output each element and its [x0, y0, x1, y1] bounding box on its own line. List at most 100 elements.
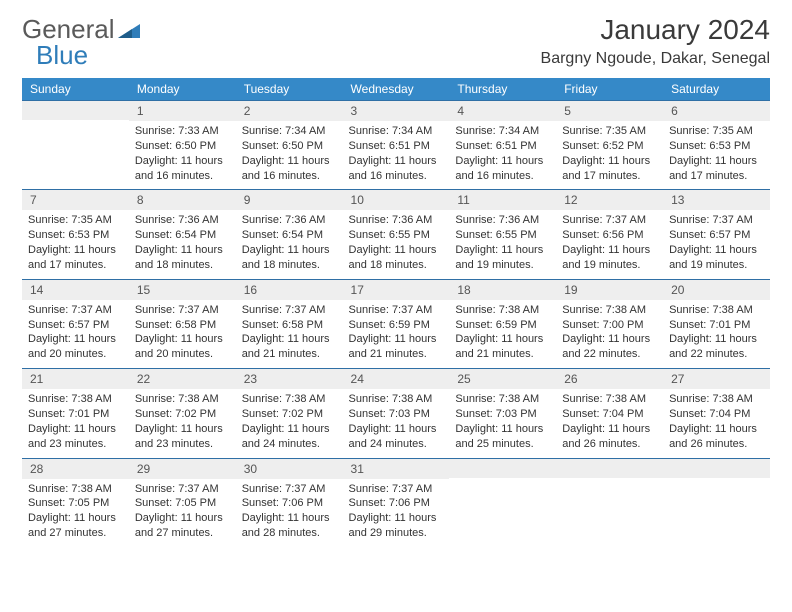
day-number: 11: [449, 190, 556, 210]
daylight-text: Daylight: 11 hours and 18 minutes.: [135, 243, 230, 273]
calendar-day-cell: 12Sunrise: 7:37 AMSunset: 6:56 PMDayligh…: [556, 190, 663, 279]
calendar-day-cell: 14Sunrise: 7:37 AMSunset: 6:57 PMDayligh…: [22, 279, 129, 368]
calendar-day-cell: 18Sunrise: 7:38 AMSunset: 6:59 PMDayligh…: [449, 279, 556, 368]
daylight-text: Daylight: 11 hours and 25 minutes.: [455, 422, 550, 452]
calendar-day-cell: 25Sunrise: 7:38 AMSunset: 7:03 PMDayligh…: [449, 369, 556, 458]
day-number: [449, 459, 556, 478]
sunset-text: Sunset: 7:06 PM: [349, 496, 444, 511]
calendar-day-cell: 19Sunrise: 7:38 AMSunset: 7:00 PMDayligh…: [556, 279, 663, 368]
calendar-day-cell: 17Sunrise: 7:37 AMSunset: 6:59 PMDayligh…: [343, 279, 450, 368]
logo-text-2: Blue: [36, 40, 88, 71]
day-body: Sunrise: 7:38 AMSunset: 7:02 PMDaylight:…: [129, 389, 236, 457]
calendar-day-cell: [449, 458, 556, 547]
header: General January 2024 Bargny Ngoude, Daka…: [22, 14, 770, 68]
sunrise-text: Sunrise: 7:38 AM: [28, 392, 123, 407]
day-body: Sunrise: 7:37 AMSunset: 6:58 PMDaylight:…: [129, 300, 236, 368]
daylight-text: Daylight: 11 hours and 27 minutes.: [135, 511, 230, 541]
sunset-text: Sunset: 7:02 PM: [242, 407, 337, 422]
sunrise-text: Sunrise: 7:35 AM: [669, 124, 764, 139]
day-number: 3: [343, 101, 450, 121]
sunset-text: Sunset: 6:55 PM: [349, 228, 444, 243]
weekday-header: Thursday: [449, 78, 556, 101]
sunrise-text: Sunrise: 7:37 AM: [349, 303, 444, 318]
sunrise-text: Sunrise: 7:34 AM: [349, 124, 444, 139]
sunset-text: Sunset: 6:51 PM: [455, 139, 550, 154]
day-number: 6: [663, 101, 770, 121]
daylight-text: Daylight: 11 hours and 24 minutes.: [242, 422, 337, 452]
sunrise-text: Sunrise: 7:34 AM: [455, 124, 550, 139]
calendar-day-cell: 9Sunrise: 7:36 AMSunset: 6:54 PMDaylight…: [236, 190, 343, 279]
day-body: Sunrise: 7:38 AMSunset: 7:04 PMDaylight:…: [556, 389, 663, 457]
sunset-text: Sunset: 7:03 PM: [349, 407, 444, 422]
day-number: 2: [236, 101, 343, 121]
sunset-text: Sunset: 7:05 PM: [135, 496, 230, 511]
sunrise-text: Sunrise: 7:36 AM: [455, 213, 550, 228]
weekday-header-row: Sunday Monday Tuesday Wednesday Thursday…: [22, 78, 770, 101]
calendar-table: Sunday Monday Tuesday Wednesday Thursday…: [22, 78, 770, 547]
day-number: 10: [343, 190, 450, 210]
day-number: 7: [22, 190, 129, 210]
sunset-text: Sunset: 6:52 PM: [562, 139, 657, 154]
day-body: Sunrise: 7:38 AMSunset: 7:01 PMDaylight:…: [663, 300, 770, 368]
daylight-text: Daylight: 11 hours and 29 minutes.: [349, 511, 444, 541]
daylight-text: Daylight: 11 hours and 16 minutes.: [135, 154, 230, 184]
daylight-text: Daylight: 11 hours and 28 minutes.: [242, 511, 337, 541]
day-body: Sunrise: 7:35 AMSunset: 6:53 PMDaylight:…: [22, 210, 129, 278]
daylight-text: Daylight: 11 hours and 19 minutes.: [455, 243, 550, 273]
sunrise-text: Sunrise: 7:38 AM: [242, 392, 337, 407]
sunset-text: Sunset: 6:57 PM: [28, 318, 123, 333]
sunrise-text: Sunrise: 7:37 AM: [562, 213, 657, 228]
day-body: Sunrise: 7:38 AMSunset: 7:04 PMDaylight:…: [663, 389, 770, 457]
daylight-text: Daylight: 11 hours and 24 minutes.: [349, 422, 444, 452]
sunset-text: Sunset: 6:59 PM: [455, 318, 550, 333]
calendar-day-cell: 7Sunrise: 7:35 AMSunset: 6:53 PMDaylight…: [22, 190, 129, 279]
sunrise-text: Sunrise: 7:38 AM: [455, 392, 550, 407]
daylight-text: Daylight: 11 hours and 16 minutes.: [349, 154, 444, 184]
day-body: [22, 120, 129, 182]
day-number: 14: [22, 280, 129, 300]
daylight-text: Daylight: 11 hours and 16 minutes.: [455, 154, 550, 184]
title-block: January 2024 Bargny Ngoude, Dakar, Seneg…: [541, 14, 770, 68]
day-number: 4: [449, 101, 556, 121]
calendar-week-row: 21Sunrise: 7:38 AMSunset: 7:01 PMDayligh…: [22, 369, 770, 458]
daylight-text: Daylight: 11 hours and 18 minutes.: [242, 243, 337, 273]
sunrise-text: Sunrise: 7:36 AM: [349, 213, 444, 228]
sunset-text: Sunset: 6:54 PM: [242, 228, 337, 243]
calendar-day-cell: 23Sunrise: 7:38 AMSunset: 7:02 PMDayligh…: [236, 369, 343, 458]
weekday-header: Sunday: [22, 78, 129, 101]
calendar-day-cell: 8Sunrise: 7:36 AMSunset: 6:54 PMDaylight…: [129, 190, 236, 279]
sunrise-text: Sunrise: 7:37 AM: [669, 213, 764, 228]
calendar-day-cell: 24Sunrise: 7:38 AMSunset: 7:03 PMDayligh…: [343, 369, 450, 458]
day-body: Sunrise: 7:38 AMSunset: 7:01 PMDaylight:…: [22, 389, 129, 457]
day-body: Sunrise: 7:37 AMSunset: 7:06 PMDaylight:…: [236, 479, 343, 547]
calendar-week-row: 28Sunrise: 7:38 AMSunset: 7:05 PMDayligh…: [22, 458, 770, 547]
day-body: [556, 478, 663, 540]
day-body: [449, 478, 556, 540]
calendar-day-cell: [22, 101, 129, 190]
calendar-day-cell: 6Sunrise: 7:35 AMSunset: 6:53 PMDaylight…: [663, 101, 770, 190]
daylight-text: Daylight: 11 hours and 16 minutes.: [242, 154, 337, 184]
day-body: Sunrise: 7:38 AMSunset: 7:05 PMDaylight:…: [22, 479, 129, 547]
day-body: Sunrise: 7:35 AMSunset: 6:52 PMDaylight:…: [556, 121, 663, 189]
sunrise-text: Sunrise: 7:38 AM: [562, 303, 657, 318]
sunrise-text: Sunrise: 7:34 AM: [242, 124, 337, 139]
day-body: Sunrise: 7:38 AMSunset: 7:03 PMDaylight:…: [343, 389, 450, 457]
day-body: Sunrise: 7:37 AMSunset: 6:56 PMDaylight:…: [556, 210, 663, 278]
day-body: Sunrise: 7:36 AMSunset: 6:55 PMDaylight:…: [343, 210, 450, 278]
daylight-text: Daylight: 11 hours and 22 minutes.: [562, 332, 657, 362]
calendar-day-cell: 16Sunrise: 7:37 AMSunset: 6:58 PMDayligh…: [236, 279, 343, 368]
calendar-day-cell: 10Sunrise: 7:36 AMSunset: 6:55 PMDayligh…: [343, 190, 450, 279]
day-body: Sunrise: 7:36 AMSunset: 6:54 PMDaylight:…: [236, 210, 343, 278]
sunset-text: Sunset: 6:50 PM: [242, 139, 337, 154]
sunset-text: Sunset: 6:55 PM: [455, 228, 550, 243]
daylight-text: Daylight: 11 hours and 21 minutes.: [455, 332, 550, 362]
day-number: 8: [129, 190, 236, 210]
calendar-day-cell: 13Sunrise: 7:37 AMSunset: 6:57 PMDayligh…: [663, 190, 770, 279]
weekday-header: Monday: [129, 78, 236, 101]
daylight-text: Daylight: 11 hours and 26 minutes.: [562, 422, 657, 452]
calendar-week-row: 7Sunrise: 7:35 AMSunset: 6:53 PMDaylight…: [22, 190, 770, 279]
sunset-text: Sunset: 7:01 PM: [28, 407, 123, 422]
daylight-text: Daylight: 11 hours and 19 minutes.: [669, 243, 764, 273]
calendar-day-cell: 27Sunrise: 7:38 AMSunset: 7:04 PMDayligh…: [663, 369, 770, 458]
sunset-text: Sunset: 7:05 PM: [28, 496, 123, 511]
